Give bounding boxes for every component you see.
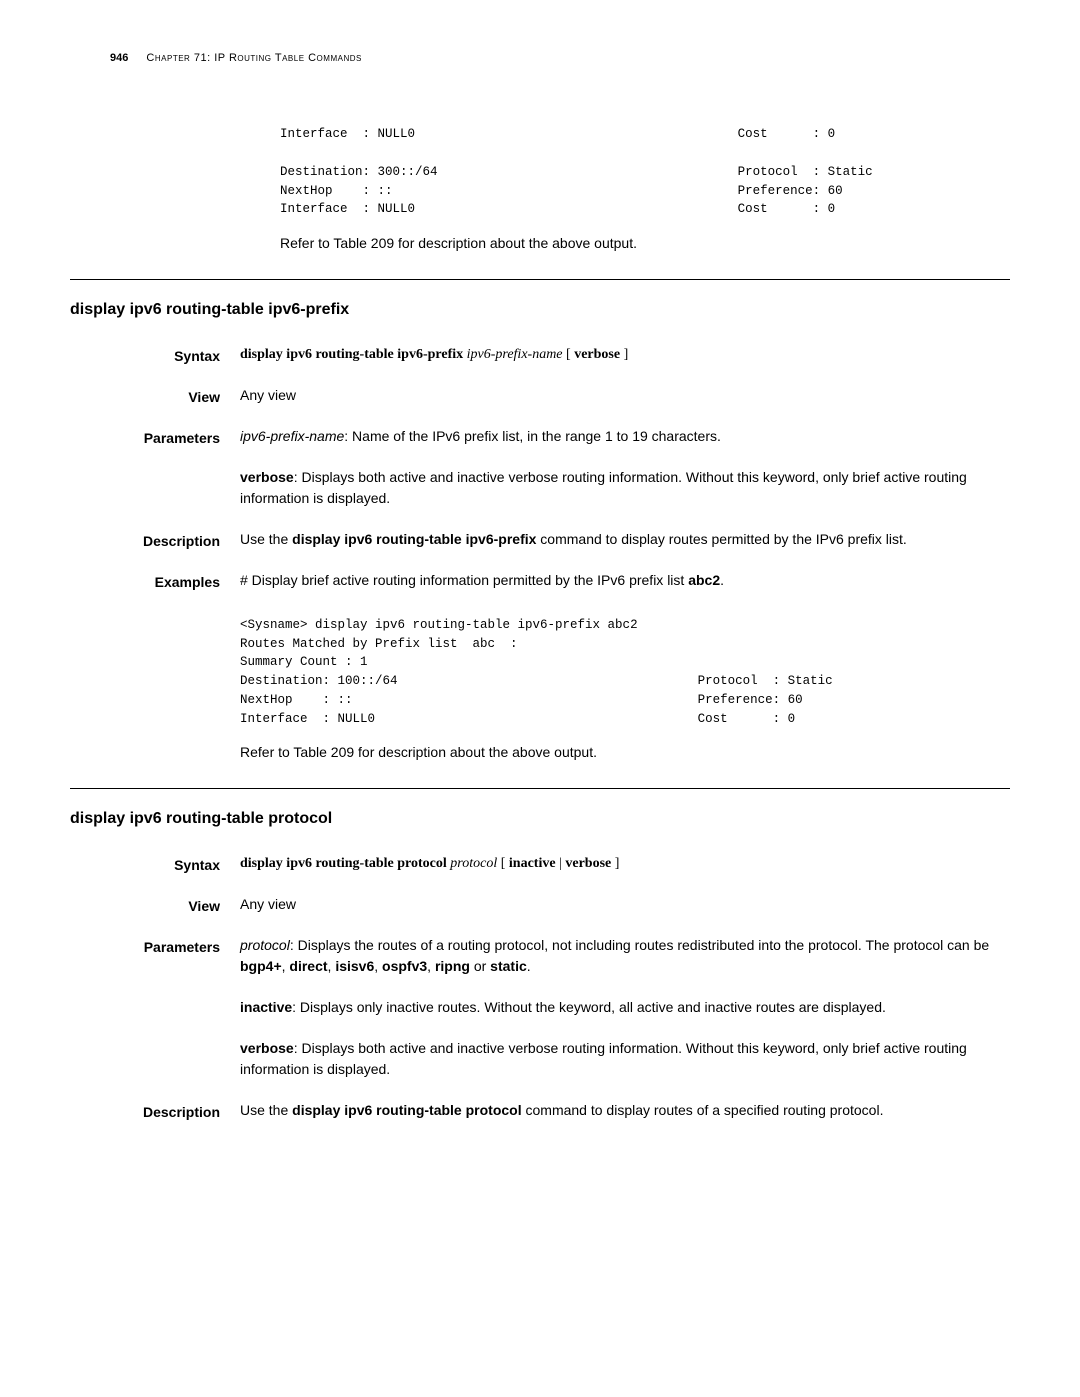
param-desc: : Displays both active and inactive verb…: [240, 469, 967, 506]
desc-cmd: display ipv6 routing-table ipv6-prefix: [292, 531, 536, 547]
section-heading: display ipv6 routing-table protocol: [70, 807, 1010, 831]
page-number: 946: [110, 52, 128, 64]
output-line: Interface : NULL0 Cost : 0: [280, 202, 835, 216]
param-name: verbose: [240, 469, 294, 485]
examples-body: # Display brief active routing informati…: [240, 570, 1010, 763]
refer-text: Refer to Table 209 for description about…: [240, 742, 1010, 763]
syntax-keyword: verbose: [565, 856, 611, 871]
output-line: NextHop : :: Preference: 60: [280, 184, 843, 198]
syntax-line: display ipv6 routing-table ipv6-prefix i…: [240, 344, 1010, 365]
description-label: Description: [70, 529, 220, 570]
proto-name: ospfv3: [382, 958, 427, 974]
output-line: Summary Count : 1: [240, 655, 368, 669]
chapter-title: Chapter 71: IP Routing Table Commands: [146, 52, 361, 64]
desc-text: Use the: [240, 1102, 292, 1118]
syntax-label: Syntax: [70, 344, 220, 385]
syntax-label: Syntax: [70, 853, 220, 894]
desc-text: Use the: [240, 531, 292, 547]
syntax-cmd: display ipv6 routing-table ipv6-prefix: [240, 347, 467, 362]
output-line: Interface : NULL0 Cost : 0: [280, 127, 835, 141]
parameters-body: protocol: Displays the routes of a routi…: [240, 935, 1010, 1100]
param-desc: : Displays both active and inactive verb…: [240, 1040, 967, 1077]
sep: ,: [427, 958, 435, 974]
syntax-arg: protocol: [450, 856, 497, 871]
desc-text: command to display routes of a specified…: [522, 1102, 884, 1118]
syntax-bracket: [: [497, 856, 509, 871]
param-name: inactive: [240, 999, 292, 1015]
desc-cmd: display ipv6 routing-table protocol: [292, 1102, 521, 1118]
top-command-output: Interface : NULL0 Cost : 0 Destination: …: [280, 107, 1010, 255]
syntax-bar: |: [556, 856, 566, 871]
param-desc: : Name of the IPv6 prefix list, in the r…: [344, 428, 721, 444]
param-name: ipv6-prefix-name: [240, 428, 344, 444]
proto-name: bgp4+: [240, 958, 282, 974]
example-listname: abc2: [688, 572, 720, 588]
param-name: protocol: [240, 937, 290, 953]
syntax-bracket: ]: [620, 347, 628, 362]
desc-text: command to display routes permitted by t…: [536, 531, 906, 547]
refer-text: Refer to Table 209 for description about…: [280, 233, 1010, 254]
view-label: View: [70, 894, 220, 935]
param-desc: : Displays only inactive routes. Without…: [292, 999, 886, 1015]
syntax-line: display ipv6 routing-table protocol prot…: [240, 853, 1010, 874]
proto-name: static: [490, 958, 527, 974]
view-text: Any view: [240, 894, 1010, 915]
syntax-keyword: verbose: [574, 347, 620, 362]
parameters-body: ipv6-prefix-name: Name of the IPv6 prefi…: [240, 426, 1010, 529]
proto-name: ripng: [435, 958, 470, 974]
description-body: Use the display ipv6 routing-table ipv6-…: [240, 529, 1010, 550]
section-divider: [70, 788, 1010, 789]
proto-name: isisv6: [335, 958, 374, 974]
parameters-label: Parameters: [70, 426, 220, 529]
syntax-arg: ipv6-prefix-name: [467, 347, 563, 362]
output-line: NextHop : :: Preference: 60: [240, 693, 803, 707]
description-body: Use the display ipv6 routing-table proto…: [240, 1100, 1010, 1121]
examples-label: Examples: [70, 570, 220, 763]
description-label: Description: [70, 1100, 220, 1141]
sep: or: [470, 958, 490, 974]
example-intro: .: [720, 572, 724, 588]
parameters-label: Parameters: [70, 935, 220, 1100]
proto-name: direct: [289, 958, 327, 974]
section-divider: [70, 279, 1010, 280]
view-text: Any view: [240, 385, 1010, 406]
section-heading: display ipv6 routing-table ipv6-prefix: [70, 298, 1010, 322]
output-line: Destination: 100::/64 Protocol : Static: [240, 674, 833, 688]
param-desc: : Displays the routes of a routing proto…: [290, 937, 989, 953]
param-name: verbose: [240, 1040, 294, 1056]
syntax-keyword: inactive: [509, 856, 556, 871]
syntax-bracket: [: [563, 347, 575, 362]
output-line: Destination: 300::/64 Protocol : Static: [280, 165, 873, 179]
sep: .: [527, 958, 531, 974]
page-header: 946 Chapter 71: IP Routing Table Command…: [110, 50, 1010, 67]
output-line: Interface : NULL0 Cost : 0: [240, 712, 795, 726]
syntax-bracket: ]: [611, 856, 619, 871]
example-intro: # Display brief active routing informati…: [240, 572, 688, 588]
output-line: Routes Matched by Prefix list abc :: [240, 637, 518, 651]
output-line: <Sysname> display ipv6 routing-table ipv…: [240, 618, 638, 632]
sep: ,: [374, 958, 382, 974]
view-label: View: [70, 385, 220, 426]
syntax-cmd: display ipv6 routing-table protocol: [240, 856, 450, 871]
